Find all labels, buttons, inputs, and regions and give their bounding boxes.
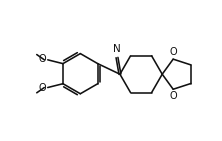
Text: O: O xyxy=(38,54,46,64)
Text: N: N xyxy=(113,44,121,54)
Text: O: O xyxy=(38,83,46,93)
Text: O: O xyxy=(169,47,177,57)
Text: O: O xyxy=(169,91,177,101)
